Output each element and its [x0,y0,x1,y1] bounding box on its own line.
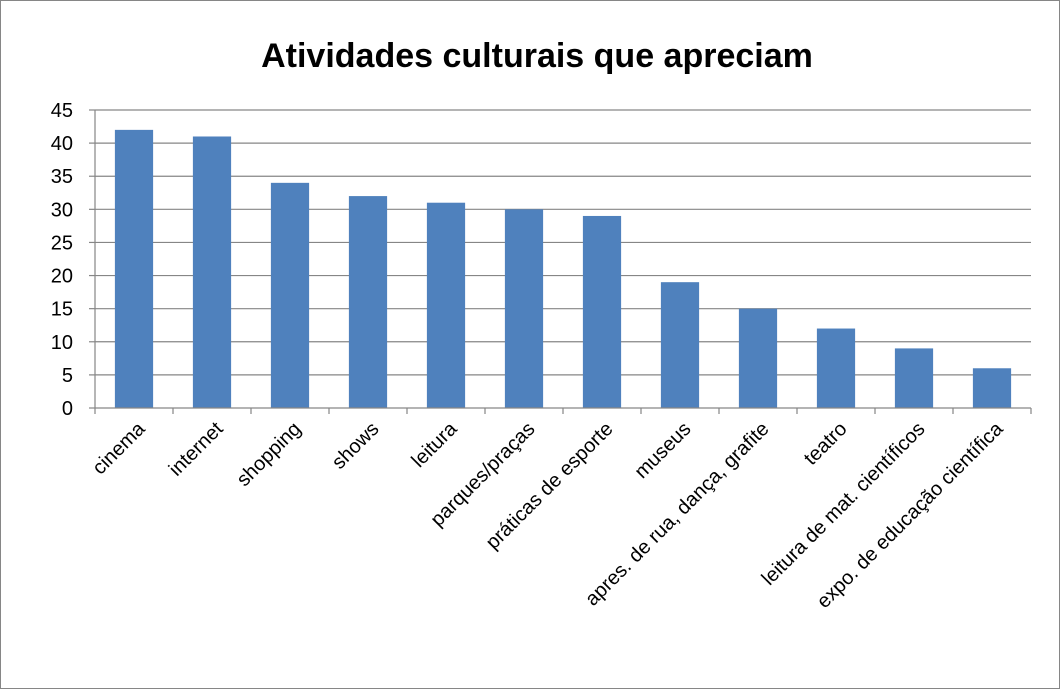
x-tick-label: leitura de mat. científicos [758,418,930,590]
x-tick-label: cinema [88,417,150,479]
bar-11 [972,368,1012,408]
gridlines [95,109,1031,376]
bar-6 [582,215,622,408]
bar-2 [270,182,310,408]
y-tick-label: 35 [51,166,73,188]
y-tick-label: 0 [62,398,73,420]
bar-8 [738,308,778,408]
x-tick-labels: cinema internet shopping shows leituraparque… [88,417,1008,612]
x-tick-label: shopping [233,418,306,491]
axes [89,109,1032,414]
y-tick-label: 15 [51,299,73,321]
bars [114,129,1012,408]
x-tick-label: leitura [407,417,462,472]
chart-title: Atividades culturais que apreciam [261,37,813,75]
bar-4 [426,202,466,408]
y-tick-label: 45 [51,100,73,122]
x-tick-label: museus [630,418,695,483]
bar-5 [504,209,544,408]
x-tick-label: teatro [800,418,852,470]
x-tick-label: práticas de esporte [482,418,618,554]
y-tick-label: 20 [51,266,73,288]
y-tick-label: 10 [51,332,73,354]
y-tick-label: 30 [51,199,73,221]
bar-3 [348,196,388,408]
y-tick-label: 25 [51,232,73,254]
bar-1 [192,136,232,408]
bar-9 [816,328,856,408]
bar-7 [660,282,700,408]
bar-10 [894,348,934,408]
y-tick-label: 5 [62,365,73,387]
bar-0 [114,129,154,408]
x-tick-label: shows [328,418,384,474]
x-tick-label: internet [165,418,228,481]
y-tick-labels: 0 5 10 15 20 25 30 35 40 45 [51,100,73,420]
y-tick-label: 40 [51,133,73,155]
